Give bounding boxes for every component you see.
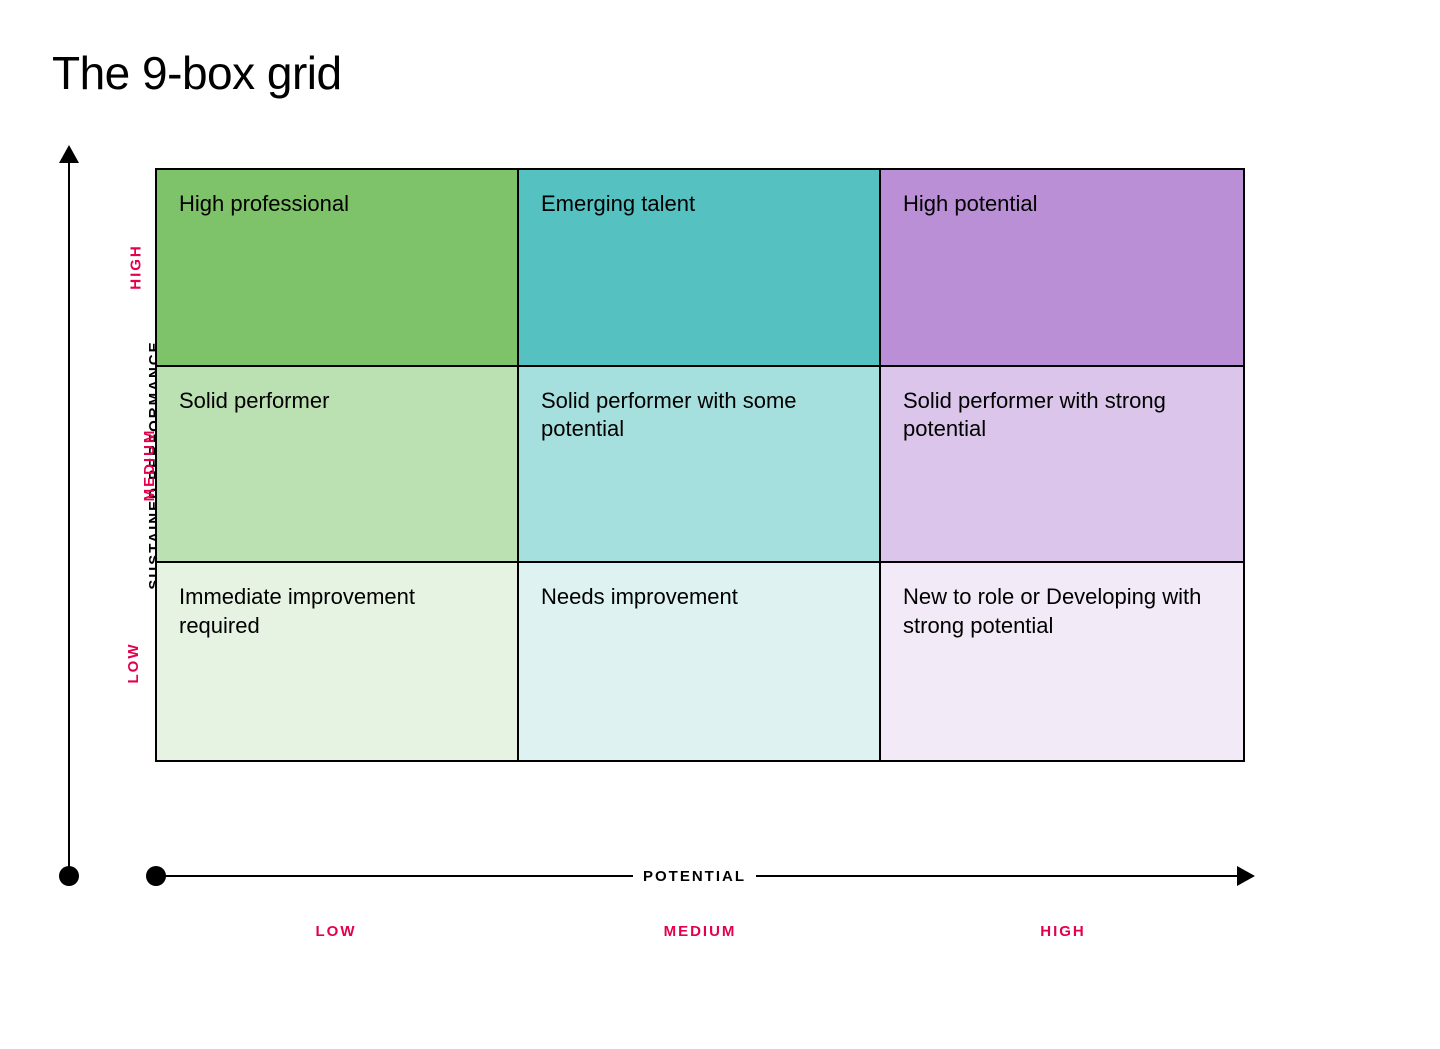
x-axis-origin-dot-icon: [146, 866, 166, 886]
cell-high-perf-high-potential: High potential: [881, 170, 1243, 367]
cell-med-perf-med-potential: Solid performer with some potential: [519, 367, 881, 564]
x-axis-label: POTENTIAL: [633, 868, 756, 885]
x-tick-high: HIGH: [1040, 923, 1086, 940]
x-axis-arrowhead-icon: [1237, 866, 1255, 886]
cell-med-perf-low-potential: Solid performer: [157, 367, 519, 564]
y-axis-origin-dot-icon: [59, 866, 79, 886]
x-tick-medium: MEDIUM: [664, 923, 737, 940]
y-axis-line: [68, 153, 70, 877]
y-tick-high: HIGH: [127, 244, 144, 290]
page-title: The 9-box grid: [52, 46, 342, 100]
cell-low-perf-high-potential: New to role or Developing with strong po…: [881, 563, 1243, 760]
cell-high-perf-low-potential: High professional: [157, 170, 519, 367]
y-axis-arrowhead-icon: [59, 145, 79, 163]
cell-med-perf-high-potential: Solid performer with strong potential: [881, 367, 1243, 564]
y-tick-low: LOW: [125, 643, 142, 684]
x-tick-low: LOW: [316, 923, 357, 940]
cell-high-perf-med-potential: Emerging talent: [519, 170, 881, 367]
nine-box-grid: High professional Emerging talent High p…: [155, 168, 1245, 762]
cell-low-perf-med-potential: Needs improvement: [519, 563, 881, 760]
cell-low-perf-low-potential: Immediate improvement required: [157, 563, 519, 760]
